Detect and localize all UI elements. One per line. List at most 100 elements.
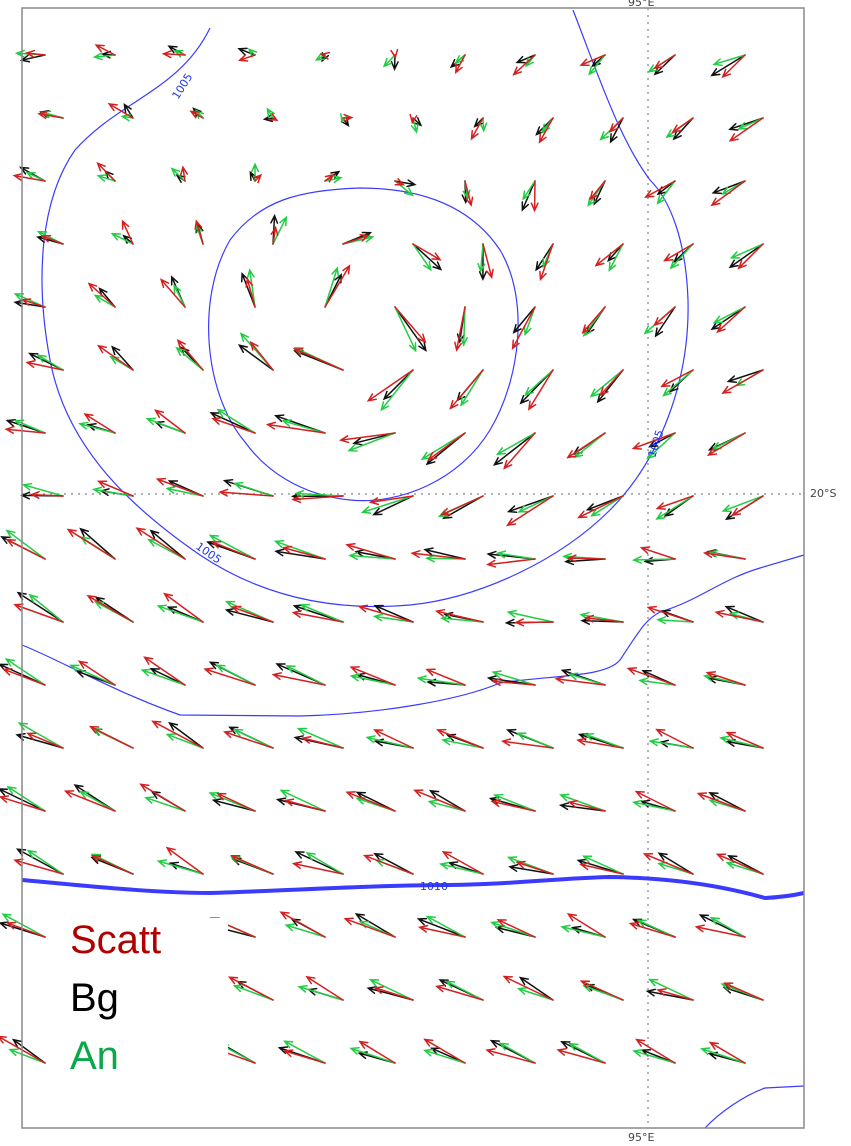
bg-arrow [710,54,746,77]
an-arrow [175,346,204,371]
wind-arrow-group [151,720,204,749]
bg-arrow [428,789,466,812]
bg-arrow [352,432,396,446]
an-arrow [638,677,676,686]
an-arrow [296,727,344,749]
scatt-arrow [358,1040,396,1064]
scatt-arrow [357,604,414,623]
an-arrow [479,117,488,133]
scatt-arrow [594,243,624,267]
an-arrow [412,243,432,272]
scatt-arrow [655,728,694,749]
scatt-arrow [434,608,484,623]
wind-arrow-group [69,660,116,686]
bg-arrow [15,848,64,875]
bg-arrow [111,345,134,371]
wind-arrow-group [175,339,204,371]
wind-arrow-group [96,344,134,371]
scatt-arrow [394,306,427,344]
scatt-arrow [710,180,746,207]
scatt-arrow [660,369,694,388]
wind-arrow-group [512,54,536,76]
wind-arrow-group [511,306,536,350]
wind-arrow-group [470,117,488,141]
wind-arrow-group [416,915,466,938]
wind-arrow-group [492,432,536,470]
scatt-arrow [581,306,606,335]
an-arrow [700,1047,746,1064]
an-arrow [581,855,624,875]
scatt-arrow [107,103,134,119]
wind-arrow-group [416,668,466,687]
an-arrow [560,924,606,938]
wind-arrow-group [110,219,134,245]
wind-arrows [0,44,764,1064]
isobar-mid [21,554,805,717]
bg-arrow [672,117,694,141]
bg-arrow [515,54,536,64]
scatt-arrow [413,789,466,812]
scatt-arrow [470,117,484,141]
wind-arrow-group [420,432,466,466]
an-arrow [165,733,204,749]
scatt-arrow [583,614,624,623]
scatt-arrow [556,1048,606,1064]
an-arrow [170,167,186,182]
scatt-arrow [505,495,554,527]
wind-arrow-group [647,54,676,76]
an-arrow [4,658,46,686]
scatt-arrow [161,50,186,59]
scatt-arrow [230,855,274,875]
scatt-arrow [608,117,624,133]
scatt-arrow [454,54,466,74]
wind-arrow-group [15,722,64,749]
wind-arrow-group [576,855,624,875]
wind-arrow-group [194,219,204,245]
scatt-arrow [5,538,46,560]
wind-arrow-group [434,608,484,623]
wind-arrow-group [721,369,764,395]
an-arrow [13,419,46,434]
scatt-arrow [165,846,204,875]
wind-arrow-group [576,732,624,749]
isobar-1010 [21,874,805,901]
scatt-arrow [441,850,484,875]
an-arrow [21,482,64,497]
scatt-arrow [301,735,344,749]
an-arrow [92,486,134,497]
scatt-arrow [230,605,274,623]
an-arrow [272,215,288,245]
scatt-arrow [37,111,64,120]
bg-arrow [274,548,326,560]
scatt-arrow [210,540,256,560]
scatt-arrow [737,243,764,270]
scatt-arrow [281,545,326,560]
wind-arrow-group [78,413,116,434]
bg-arrow [609,117,624,144]
longitude-label-top: 95°E [628,0,654,9]
bg-arrow [237,344,274,371]
scatt-arrow [705,671,746,686]
wind-arrow-group [218,479,274,497]
wind-arrow-group [700,1041,746,1064]
scatt-arrow [490,799,536,812]
latitude-label-20s: 20°S [810,487,836,500]
scatt-arrow [291,609,344,623]
scatt-arrow [716,306,746,334]
an-arrow [5,529,46,560]
scatt-arrow [482,243,494,280]
wind-arrow-group [345,791,396,812]
scatt-arrow [514,618,554,627]
an-arrow [498,1042,536,1064]
wind-arrow-group [461,180,474,207]
wind-arrow-group [728,117,764,142]
scatt-arrow [223,730,274,749]
an-arrow [96,174,116,182]
wind-arrow-group [642,852,694,875]
scatt-arrow [12,172,46,182]
bg-arrow [13,299,46,308]
wind-arrow-group [628,918,676,938]
wind-arrow-group [554,668,606,686]
wind-arrow-group [632,790,676,812]
scatt-arrow [151,720,204,749]
